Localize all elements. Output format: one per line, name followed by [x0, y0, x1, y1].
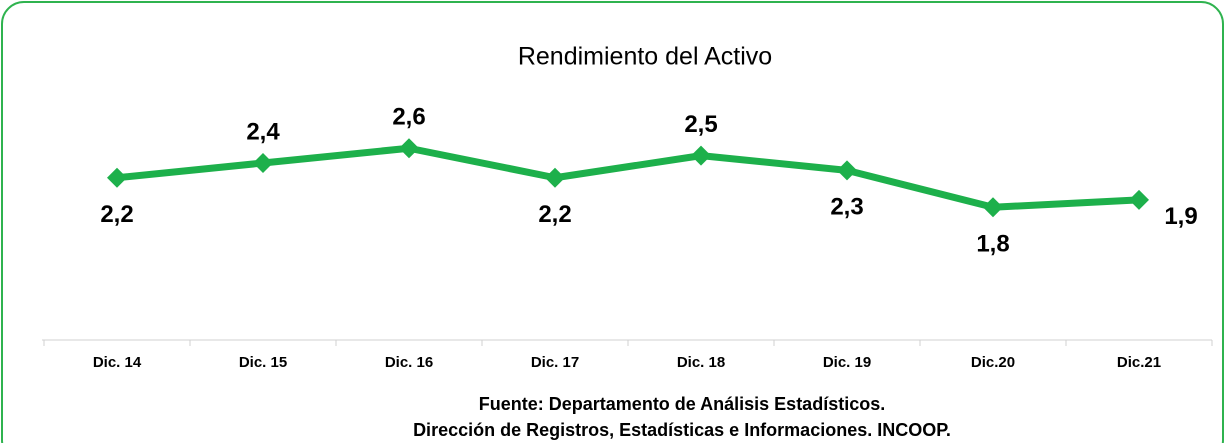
x-tick-label: Dic. 14	[93, 354, 142, 371]
x-tick-label: Dic. 15	[239, 354, 287, 371]
x-tick-label: Dic. 19	[823, 354, 871, 371]
data-point	[983, 197, 1003, 218]
x-tick-label: Dic.20	[971, 354, 1015, 371]
data-label: 2,4	[246, 118, 280, 145]
x-tick-label: Dic.21	[1117, 354, 1161, 371]
data-label: 2,6	[392, 104, 425, 131]
x-tick-label: Dic. 16	[385, 354, 433, 371]
data-point	[545, 167, 565, 188]
x-tick-label: Dic. 18	[677, 354, 725, 371]
data-point	[107, 167, 127, 188]
data-label: 1,8	[976, 231, 1009, 258]
x-tick-label: Dic. 17	[531, 354, 579, 371]
data-label: 2,2	[100, 201, 133, 228]
data-line	[116, 144, 1140, 211]
data-point	[399, 138, 419, 159]
chart-title: Rendimiento del Activo	[518, 43, 772, 71]
data-label: 2,3	[830, 194, 863, 221]
source-note: Dirección de Registros, Estadísticas e I…	[413, 420, 951, 440]
data-point	[1129, 189, 1149, 210]
data-point	[253, 153, 273, 173]
source-note: Fuente: Departamento de Análisis Estadís…	[479, 394, 885, 414]
data-point	[837, 160, 857, 181]
data-label: 2,2	[538, 201, 571, 228]
data-label: 2,5	[684, 111, 717, 138]
data-label: 1,9	[1164, 203, 1197, 230]
data-point	[691, 145, 711, 166]
